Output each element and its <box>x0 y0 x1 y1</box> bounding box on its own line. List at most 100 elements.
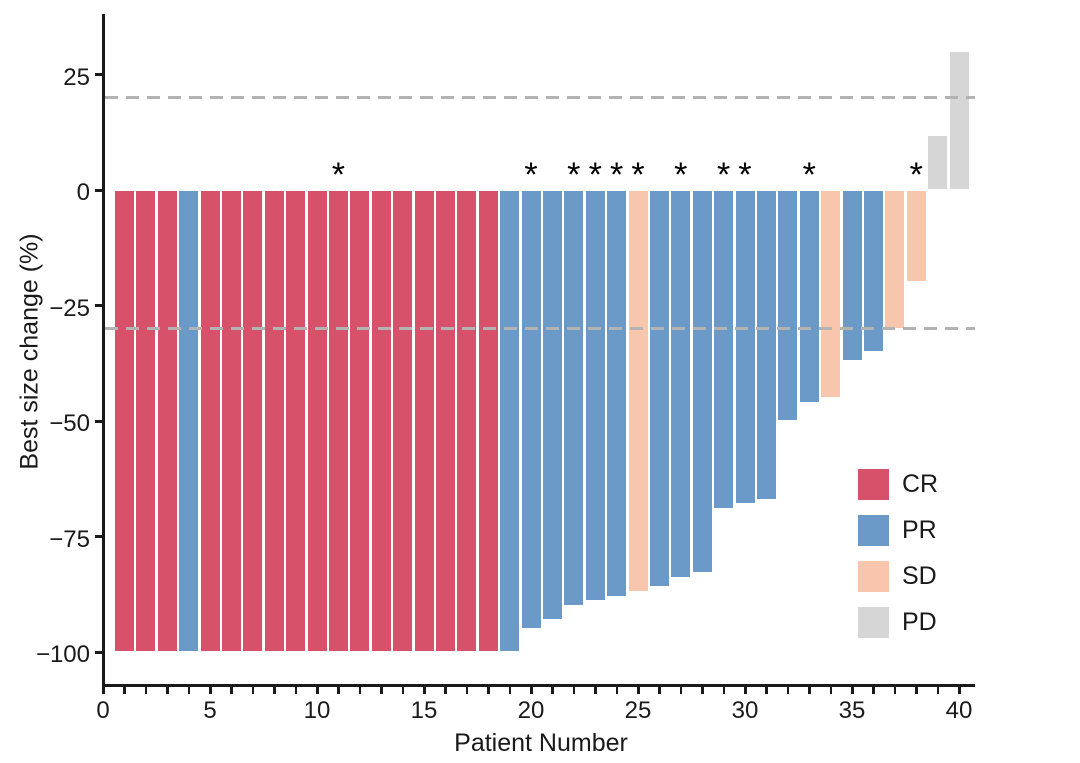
bar-patient-38-SD <box>905 190 927 283</box>
x-tick-35 <box>851 687 854 694</box>
bar-patient-32-PR <box>777 190 799 421</box>
x-tick-8 <box>273 687 276 694</box>
bar-patient-1-CR <box>113 190 135 652</box>
x-tick-37 <box>893 687 897 694</box>
y-tick--25 <box>95 304 103 307</box>
asterisk-marker-patient-33: * <box>802 156 816 194</box>
x-tick-24 <box>615 687 619 694</box>
x-tick-30 <box>744 687 747 694</box>
bar-patient-18-CR <box>477 190 499 652</box>
x-tick-36 <box>872 687 875 694</box>
y-tick--50 <box>95 419 103 423</box>
x-tick-1 <box>123 687 126 694</box>
x-tick-23 <box>594 687 597 694</box>
x-tick-15 <box>423 687 426 694</box>
x-tick-39 <box>936 687 940 694</box>
bar-patient-25-SD <box>627 190 649 592</box>
bar-patient-12-CR <box>349 190 371 652</box>
bar-patient-28-PR <box>691 190 713 574</box>
bar-patient-39-PD <box>927 134 949 190</box>
reference-line--30 <box>105 327 975 331</box>
asterisk-marker-patient-29: * <box>716 156 731 194</box>
reference-line-20 <box>105 96 975 100</box>
x-tick-17 <box>465 687 469 694</box>
x-tick-34 <box>829 687 833 694</box>
x-tick-label-30: 30 <box>731 697 759 724</box>
asterisk-marker-patient-27: * <box>674 156 688 194</box>
x-axis-line <box>102 684 975 687</box>
x-tick-27 <box>679 687 683 694</box>
x-tick-26 <box>658 687 661 694</box>
x-tick-14 <box>401 687 405 694</box>
bar-patient-30-PR <box>734 190 756 505</box>
y-axis-line <box>102 14 105 687</box>
x-tick-label-15: 15 <box>410 697 438 724</box>
x-tick-40 <box>958 687 961 694</box>
bar-patient-3-CR <box>156 190 178 652</box>
bar-patient-10-CR <box>306 190 328 652</box>
x-tick-29 <box>722 687 726 694</box>
bar-patient-20-PR <box>520 190 542 629</box>
x-tick-7 <box>251 687 255 694</box>
x-tick-0 <box>102 687 105 694</box>
x-tick-label-20: 20 <box>517 697 545 724</box>
bar-patient-11-CR <box>327 190 349 652</box>
x-tick-22 <box>572 687 576 694</box>
y-tick-label--25: −25 <box>49 294 90 322</box>
bar-patient-5-CR <box>199 190 221 652</box>
x-tick-25 <box>637 687 640 694</box>
x-tick-4 <box>187 687 191 694</box>
legend-label-PD: PD <box>902 608 937 636</box>
asterisk-marker-patient-23: * <box>588 156 602 194</box>
asterisk-marker-patient-20: * <box>524 156 538 194</box>
x-tick-18 <box>487 687 490 694</box>
bar-patient-8-CR <box>263 190 285 652</box>
bar-patient-27-PR <box>670 190 692 579</box>
bar-patient-33-PR <box>798 190 820 403</box>
x-tick-5 <box>209 687 212 694</box>
bar-patient-4-PR <box>178 190 200 652</box>
bar-patient-37-SD <box>884 190 906 329</box>
bar-patient-17-CR <box>456 190 478 652</box>
bar-patient-2-CR <box>135 190 157 652</box>
x-tick-12 <box>358 687 362 694</box>
x-tick-6 <box>230 687 233 694</box>
bar-patient-21-PR <box>541 190 563 620</box>
asterisk-marker-patient-24: * <box>609 156 624 194</box>
x-tick-label-25: 25 <box>624 697 652 724</box>
y-tick-label--75: −75 <box>49 525 90 553</box>
y-tick--100 <box>95 650 103 654</box>
bar-patient-26-PR <box>648 190 670 588</box>
legend-swatch-CR <box>858 469 889 500</box>
x-tick-label-5: 5 <box>203 697 217 724</box>
bar-patient-23-PR <box>584 190 606 602</box>
bar-patient-35-PR <box>841 190 863 361</box>
bar-patient-22-PR <box>563 190 585 606</box>
legend-swatch-PD <box>858 607 889 638</box>
x-tick-21 <box>551 687 554 694</box>
x-tick-3 <box>166 687 169 694</box>
x-tick-20 <box>530 687 533 694</box>
x-tick-13 <box>380 687 383 694</box>
bar-patient-31-PR <box>755 190 777 500</box>
asterisk-marker-patient-22: * <box>567 156 581 194</box>
x-tick-11 <box>337 687 340 694</box>
asterisk-marker-patient-38: * <box>909 156 923 194</box>
x-tick-38 <box>915 687 918 694</box>
x-tick-label-10: 10 <box>303 697 331 724</box>
y-tick-label--50: −50 <box>49 410 90 437</box>
bar-patient-34-SD <box>820 190 842 398</box>
x-tick-16 <box>444 687 447 694</box>
legend-label-PR: PR <box>902 516 937 544</box>
asterisk-marker-patient-25: * <box>631 156 645 194</box>
legend-label-SD: SD <box>902 562 937 590</box>
x-axis-title: Patient Number <box>454 729 628 757</box>
bar-patient-19-PR <box>499 190 521 652</box>
x-tick-32 <box>786 687 790 694</box>
y-tick-25 <box>95 73 103 76</box>
x-tick-10 <box>316 687 319 694</box>
bar-patient-40-PD <box>948 51 970 190</box>
bar-patient-15-CR <box>413 190 435 652</box>
x-tick-19 <box>508 687 512 694</box>
